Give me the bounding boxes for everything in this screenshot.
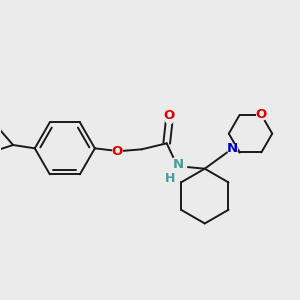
Text: O: O bbox=[111, 145, 122, 158]
Text: O: O bbox=[164, 109, 175, 122]
Text: H: H bbox=[165, 172, 175, 185]
Text: N: N bbox=[226, 142, 238, 155]
Text: O: O bbox=[256, 108, 267, 121]
Text: N: N bbox=[173, 158, 184, 170]
